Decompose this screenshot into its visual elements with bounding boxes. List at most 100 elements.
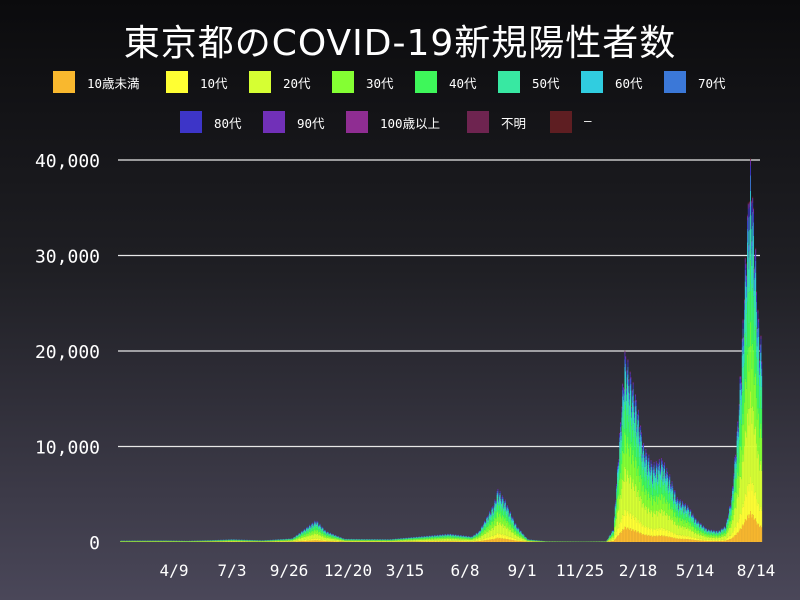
legend-label: 20代 — [283, 76, 311, 91]
bar-segment — [507, 505, 509, 507]
bar-segment — [486, 527, 488, 533]
bar-segment — [421, 539, 423, 542]
bar-segment — [436, 539, 438, 541]
bar-segment — [427, 536, 429, 538]
bar-segment — [300, 541, 302, 542]
bar-segment — [502, 509, 504, 517]
bar-segment — [313, 527, 315, 532]
bar-segment — [300, 540, 302, 542]
bar-segment — [339, 538, 341, 540]
bar-segment — [315, 533, 316, 539]
bar-segment — [286, 540, 288, 541]
bar-segment — [441, 535, 443, 537]
bar-segment — [482, 536, 484, 540]
bar-segment — [484, 521, 486, 523]
bar-segment — [500, 497, 502, 498]
bar-segment — [509, 524, 511, 531]
bar-segment — [446, 536, 448, 538]
bar-segment — [479, 532, 481, 534]
bar-segment — [330, 537, 332, 539]
bar-segment — [429, 536, 431, 538]
bar-segment — [431, 539, 433, 541]
bar-segment — [323, 537, 325, 541]
bar-segment — [311, 526, 313, 529]
bar-segment — [425, 537, 427, 539]
bar-segment — [291, 540, 293, 541]
bar-segment — [334, 536, 336, 539]
bar-segment — [244, 541, 245, 542]
bar-segment — [462, 540, 464, 542]
bar-segment — [471, 537, 473, 538]
bar-segment — [443, 538, 445, 540]
bar-segment — [498, 493, 500, 496]
bar-segment — [395, 539, 397, 541]
bar-segment — [507, 507, 509, 511]
bar-segment — [292, 539, 294, 540]
bar-segment — [392, 540, 393, 541]
bar-segment — [482, 540, 484, 542]
bar-segment — [506, 522, 508, 529]
bar-segment — [319, 525, 321, 527]
bar-segment — [476, 541, 478, 542]
bar-segment — [347, 540, 349, 541]
bar-segment — [327, 537, 328, 541]
bar-segment — [492, 506, 494, 508]
bar-segment — [427, 539, 429, 542]
bar-segment — [235, 540, 237, 542]
bar-segment — [306, 535, 308, 540]
bar-segment — [458, 536, 460, 538]
bar-segment — [483, 522, 485, 524]
bar-segment — [303, 530, 305, 533]
bar-segment — [421, 538, 423, 540]
bar-segment — [338, 540, 340, 542]
bar-segment — [480, 533, 482, 536]
bar-segment — [312, 540, 313, 542]
bar-segment — [485, 522, 487, 523]
bar-segment — [309, 532, 310, 536]
bar-segment — [416, 539, 418, 540]
bar-segment — [315, 523, 316, 525]
bar-segment — [317, 521, 319, 523]
bar-segment — [457, 535, 459, 537]
bar-segment — [444, 540, 446, 542]
bar-segment — [488, 539, 490, 542]
bar-segment — [507, 520, 509, 528]
bar-segment — [303, 531, 305, 533]
bar-segment — [331, 535, 333, 537]
bar-segment — [444, 536, 446, 538]
bar-segment — [296, 541, 298, 542]
bar-segment — [325, 537, 327, 541]
bar-segment — [233, 540, 235, 542]
bar-segment — [498, 498, 500, 500]
bar-segment — [407, 540, 409, 542]
bar-segment — [306, 528, 307, 529]
bar-segment — [380, 541, 382, 542]
bar-segment — [318, 526, 319, 528]
bar-segment — [440, 536, 442, 538]
bar-segment — [471, 537, 473, 539]
bar-segment — [420, 537, 422, 539]
bar-segment — [448, 536, 450, 537]
bar-segment — [483, 533, 485, 539]
bar-segment — [500, 503, 502, 509]
bar-segment — [295, 540, 297, 542]
bar-segment — [297, 536, 299, 538]
bar-segment — [428, 539, 430, 541]
bar-segment — [371, 540, 373, 542]
bar-segment — [508, 539, 510, 542]
bar-segment — [498, 497, 500, 501]
bar-segment — [291, 540, 293, 542]
bar-segment — [334, 539, 336, 541]
bar-segment — [436, 535, 438, 537]
bar-segment — [302, 534, 304, 537]
bar-segment — [297, 538, 299, 541]
bar-segment — [505, 508, 507, 511]
bar-segment — [406, 539, 408, 540]
bar-segment — [298, 533, 300, 535]
bar-segment — [447, 534, 449, 536]
bar-segment — [466, 539, 467, 541]
bar-segment — [405, 539, 407, 541]
bar-segment — [490, 525, 492, 531]
bar-segment — [451, 540, 453, 542]
bar-segment — [407, 539, 409, 541]
